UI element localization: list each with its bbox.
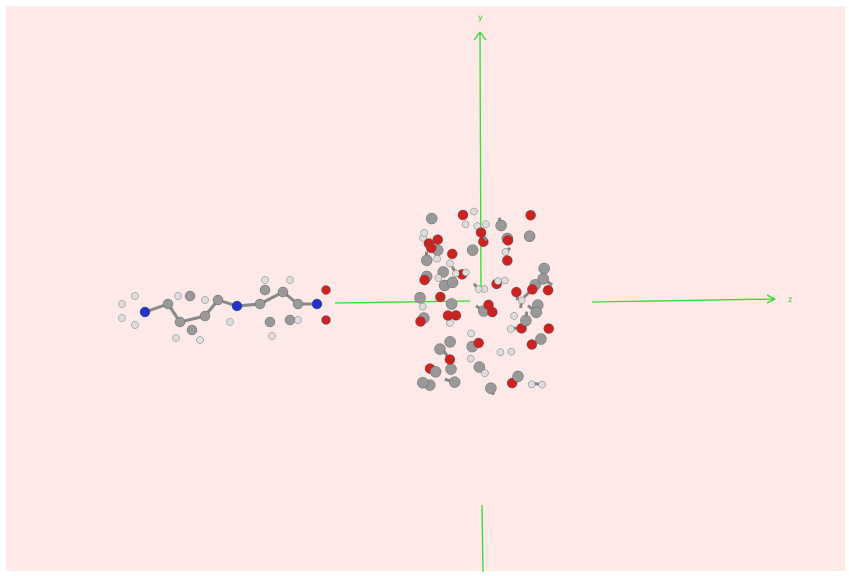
atom [446, 298, 457, 309]
atom [227, 319, 234, 326]
atom [202, 297, 209, 304]
atom [462, 269, 469, 276]
atom [415, 292, 426, 303]
atom [513, 371, 524, 382]
atom [119, 315, 126, 322]
atom [293, 299, 303, 309]
atom [524, 231, 535, 242]
atom [502, 256, 512, 266]
atom [443, 311, 453, 321]
atom [531, 307, 542, 318]
atom [421, 229, 428, 236]
atom [433, 235, 443, 245]
atom [255, 299, 265, 309]
atom [415, 317, 425, 327]
atom [435, 292, 445, 302]
atom [467, 355, 474, 362]
atom [526, 210, 536, 220]
y-axis-label: y [478, 13, 483, 22]
atom [322, 286, 331, 295]
atom [421, 255, 432, 266]
atom [278, 287, 288, 297]
atom [132, 322, 139, 329]
atom [119, 301, 126, 308]
atom [132, 293, 139, 300]
atom [185, 291, 195, 301]
atom [508, 348, 515, 355]
atom [501, 277, 508, 284]
atom [265, 317, 275, 327]
atom [494, 278, 501, 285]
atom [527, 340, 537, 350]
atom [232, 301, 242, 311]
atom [269, 333, 276, 340]
atom [467, 245, 478, 256]
atom [430, 366, 441, 377]
atom [482, 221, 489, 228]
atom [484, 300, 494, 310]
atom [502, 248, 509, 255]
atom [452, 270, 459, 277]
atom [447, 249, 457, 259]
atom [295, 317, 302, 324]
atom [539, 381, 546, 388]
atom [420, 275, 430, 285]
atom [481, 370, 488, 377]
atom [213, 295, 223, 305]
viewport [6, 6, 845, 571]
atom [544, 324, 554, 334]
atom [528, 381, 535, 388]
atom [197, 337, 204, 344]
atom [445, 354, 455, 364]
atom [417, 377, 428, 388]
page: y z (() => { const data = JSON.parse(doc… [0, 0, 849, 576]
atom [503, 235, 513, 245]
atom [426, 213, 437, 224]
atom [474, 338, 484, 348]
atom [458, 210, 468, 220]
atom [497, 349, 504, 356]
atom [140, 307, 150, 317]
atom [511, 312, 518, 319]
atom [475, 286, 482, 293]
atom [527, 284, 537, 294]
atom [163, 299, 173, 309]
atom [434, 255, 441, 262]
atom [262, 277, 269, 284]
atom [419, 303, 426, 310]
atom [538, 273, 549, 284]
atom [535, 334, 546, 345]
atom [485, 383, 496, 394]
atom [285, 315, 295, 325]
atom [449, 377, 460, 388]
atom [173, 335, 180, 342]
z-axis-label: z [788, 295, 792, 304]
atom [543, 285, 553, 295]
atom [287, 277, 294, 284]
atom [435, 275, 442, 282]
atom [312, 299, 322, 309]
atom [446, 364, 457, 375]
atom [260, 285, 270, 295]
atom [511, 287, 521, 297]
atom [507, 325, 514, 332]
atom [445, 336, 456, 347]
atom [322, 316, 331, 325]
atom [518, 297, 525, 304]
atom [447, 277, 458, 288]
atom [476, 228, 486, 238]
atom [539, 263, 550, 274]
atom [520, 315, 531, 326]
atom [187, 325, 197, 335]
atom [200, 311, 210, 321]
atom [175, 317, 185, 327]
atom [175, 293, 182, 300]
atom [462, 221, 469, 228]
atom [426, 243, 436, 253]
atom [468, 330, 475, 337]
atom [470, 208, 477, 215]
atom [496, 220, 507, 231]
atom [446, 260, 453, 267]
molecule-viewer: y z [0, 0, 849, 576]
